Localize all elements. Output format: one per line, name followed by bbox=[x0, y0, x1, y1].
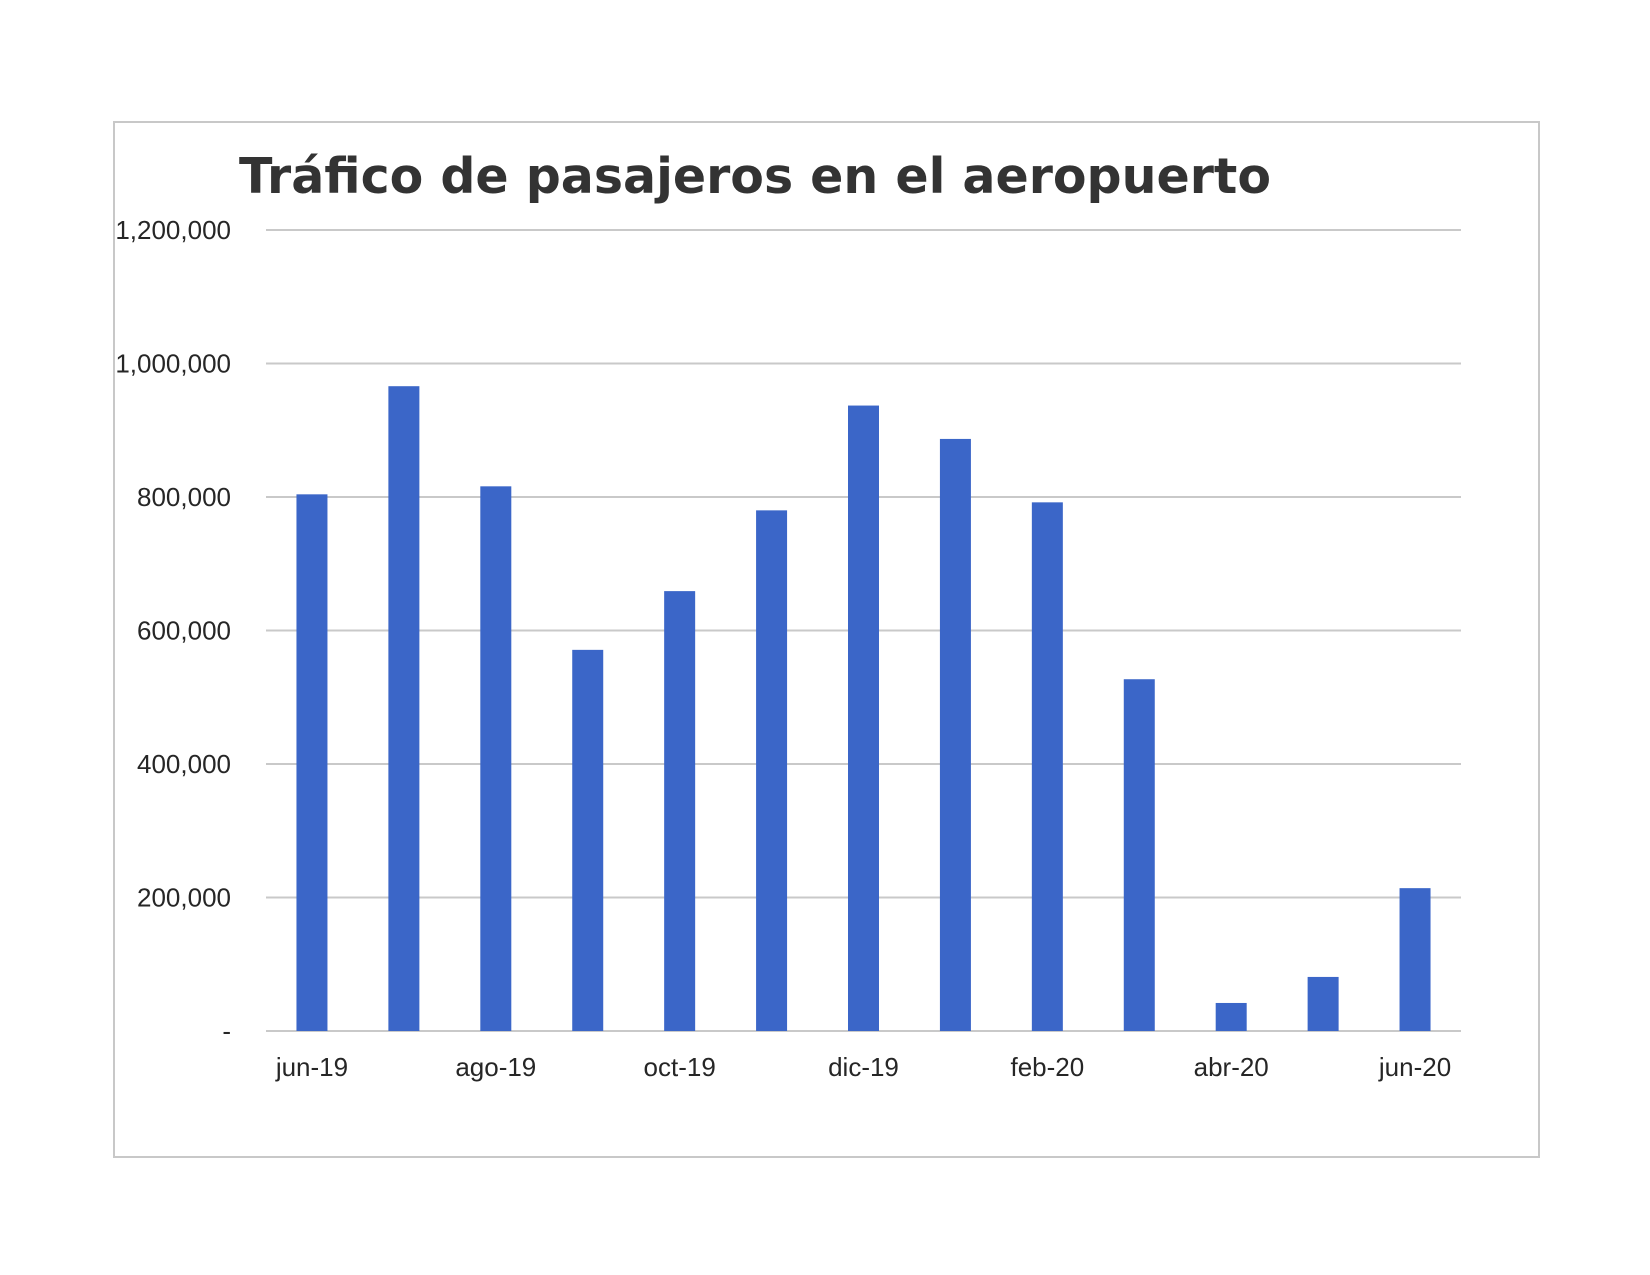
y-tick-label: 1,200,000 bbox=[115, 215, 231, 245]
bar-feb-20 bbox=[1031, 502, 1063, 1032]
bar-jun-20 bbox=[1399, 888, 1431, 1031]
x-tick-label: jun-20 bbox=[1378, 1052, 1451, 1082]
bars bbox=[296, 386, 1431, 1032]
y-tick-label: 400,000 bbox=[137, 749, 231, 779]
y-axis-tick-labels: - 200,000 400,000 600,000 800,000 1,000,000 1,… bbox=[115, 215, 231, 1046]
bar-sep-19 bbox=[572, 649, 604, 1031]
y-tick-label: 600,000 bbox=[137, 616, 231, 646]
x-tick-label: feb-20 bbox=[1010, 1052, 1084, 1082]
bar-ago-19 bbox=[480, 486, 512, 1031]
bar-chart: Tráfico de pasajeros en el aeropuerto - 2… bbox=[115, 148, 1461, 1082]
y-tick-label: 800,000 bbox=[137, 482, 231, 512]
bar-dic-19 bbox=[848, 405, 879, 1031]
x-tick-label: ago-19 bbox=[455, 1052, 536, 1082]
bar-mar-20 bbox=[1123, 679, 1155, 1031]
bar-abr-20 bbox=[1215, 1002, 1247, 1031]
x-tick-label: jun-19 bbox=[275, 1052, 348, 1082]
y-tick-label: 1,000,000 bbox=[115, 349, 231, 379]
bar-ene-20 bbox=[939, 438, 971, 1031]
bar-may-20 bbox=[1307, 976, 1339, 1031]
x-axis-tick-labels: jun-19 ago-19 oct-19 dic-19 feb-20 abr-20 jun-… bbox=[275, 1052, 1451, 1082]
bar-nov-19 bbox=[756, 510, 788, 1032]
chart-frame: Tráfico de pasajeros en el aeropuerto - 2… bbox=[113, 121, 1540, 1158]
y-tick-label: 200,000 bbox=[137, 883, 231, 913]
x-tick-label: dic-19 bbox=[828, 1052, 899, 1082]
x-tick-label: oct-19 bbox=[644, 1052, 716, 1082]
chart-title: Tráfico de pasajeros en el aeropuerto bbox=[239, 148, 1271, 205]
bar-jul-19 bbox=[388, 386, 420, 1031]
bar-oct-19 bbox=[664, 591, 696, 1031]
y-tick-label: - bbox=[222, 1016, 231, 1046]
x-tick-label: abr-20 bbox=[1194, 1052, 1269, 1082]
bar-jun-19 bbox=[296, 494, 328, 1032]
